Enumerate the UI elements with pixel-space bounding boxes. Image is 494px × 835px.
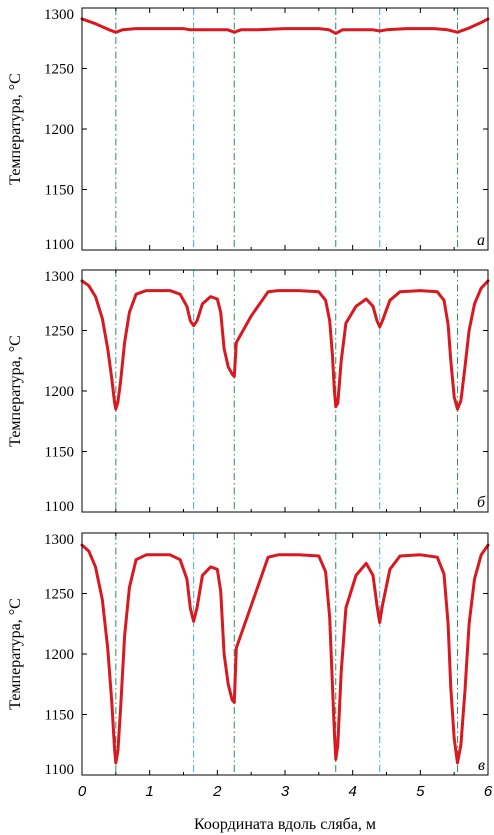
panel-c-xtick-label-0: 0 bbox=[78, 783, 87, 800]
panel-c-xtick-label-2: 2 bbox=[212, 783, 222, 800]
panel-c-ytick-label-1250: 1250 bbox=[44, 587, 74, 603]
panel-a-y-axis-title: Температура, °С bbox=[7, 73, 24, 185]
panel-c-ytick-label-1150: 1150 bbox=[45, 708, 74, 724]
panel-c-ytick-label-1300: 1300 bbox=[44, 532, 74, 548]
panel-b-ytick-label-1300: 1300 bbox=[44, 269, 74, 285]
panel-b-ytick-label-1200: 1200 bbox=[44, 384, 74, 400]
panel-a-letter: а bbox=[477, 232, 485, 249]
panel-c-xtick-label-1: 1 bbox=[145, 783, 153, 800]
panel-c-xtick-label-3: 3 bbox=[281, 783, 290, 800]
panel-c-xtick-label-5: 5 bbox=[416, 783, 425, 800]
panel-b-letter: б bbox=[477, 494, 486, 511]
panel-a-ytick-label-1150: 1150 bbox=[45, 183, 74, 199]
panel-a-temperature-series bbox=[80, 17, 490, 35]
panel-c: Температура, °С 1100 1150 1200 1250 1300 в 0… bbox=[7, 532, 493, 800]
panel-c-temperature-series bbox=[80, 543, 490, 765]
panel-b-ytick-label-1250: 1250 bbox=[44, 324, 74, 340]
panel-a-ytick-label-1200: 1200 bbox=[44, 122, 74, 138]
panel-b-temperature-series bbox=[80, 279, 490, 411]
panel-c-letter: в bbox=[478, 757, 485, 774]
panel-a-ytick-label-1100: 1100 bbox=[45, 237, 74, 253]
panel-a-ytick-label-1300: 1300 bbox=[44, 7, 74, 23]
panel-c-xtick-label-6: 6 bbox=[484, 783, 493, 800]
panel-c-plot-frame bbox=[81, 532, 489, 776]
panel-b-ytick-label-1100: 1100 bbox=[45, 499, 74, 515]
panel-c-xtick-label-4: 4 bbox=[348, 783, 356, 800]
panel-b-plot-frame bbox=[81, 269, 489, 513]
panel-a-ytick-label-1250: 1250 bbox=[44, 62, 74, 78]
panel-a: Температура, °С 1100 1150 1200 1250 1300 а bbox=[7, 7, 490, 253]
panel-b-y-axis-title: Температура, °С bbox=[7, 335, 24, 447]
panel-b-ytick-label-1150: 1150 bbox=[45, 445, 74, 461]
panel-c-ytick-label-1100: 1100 bbox=[45, 762, 74, 778]
panel-c-y-axis-title: Температура, °С bbox=[7, 598, 24, 710]
x-axis-title: Координата вдоль сляба, м bbox=[194, 816, 376, 833]
panel-a-plot-frame bbox=[81, 7, 489, 251]
panel-c-ytick-label-1200: 1200 bbox=[44, 647, 74, 663]
panel-b: Температура, °С 1100 1150 1200 1250 1300 б bbox=[7, 269, 490, 515]
